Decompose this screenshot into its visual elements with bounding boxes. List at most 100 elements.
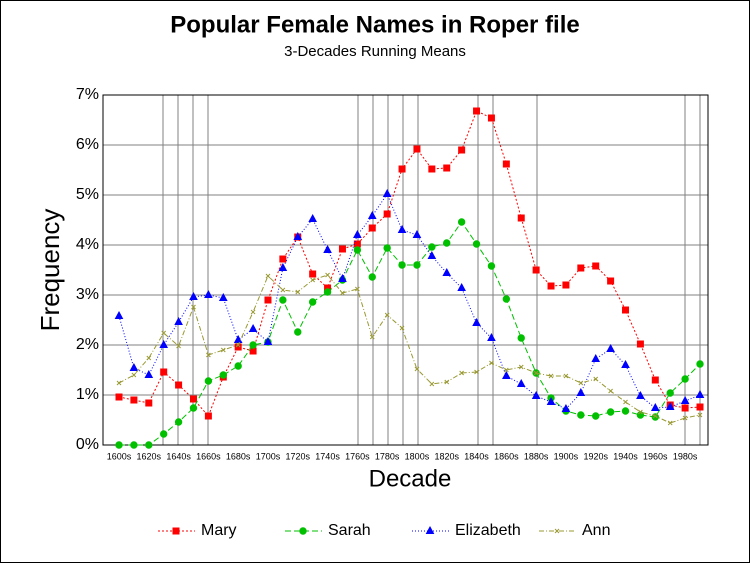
legend-label: Elizabeth (455, 522, 521, 539)
series-line (118, 192, 701, 410)
data-point (518, 364, 524, 370)
x-tick-label: 1600s (107, 451, 132, 461)
data-point (191, 304, 196, 310)
data-point (531, 390, 541, 399)
x-tick-label: 1860s (494, 451, 519, 461)
data-point (206, 352, 211, 358)
y-tick-label: 2% (76, 336, 99, 353)
data-point (680, 395, 690, 404)
data-point (264, 296, 272, 304)
series-line (119, 221, 701, 446)
data-point (398, 261, 406, 269)
data-point (638, 409, 643, 415)
data-point (325, 272, 330, 278)
data-point (233, 334, 243, 343)
data-point (548, 373, 554, 379)
data-point (651, 376, 659, 384)
data-point (608, 388, 613, 394)
data-point (576, 387, 586, 396)
data-point (696, 360, 704, 368)
data-point (487, 262, 496, 270)
data-point (681, 375, 689, 383)
data-point (204, 412, 212, 420)
data-point (442, 267, 452, 276)
data-point (323, 244, 332, 253)
data-point (220, 347, 226, 353)
data-point (591, 353, 601, 362)
legend-label: Ann (582, 522, 610, 539)
data-point (250, 309, 256, 315)
data-point (592, 262, 600, 270)
data-point (114, 310, 124, 319)
x-tick-label: 1720s (286, 451, 311, 461)
data-point (189, 404, 198, 412)
data-point (176, 343, 181, 349)
x-tick-label: 1780s (375, 451, 400, 461)
data-point (489, 360, 494, 366)
data-point (428, 165, 436, 173)
x-tick-label: 1660s (196, 451, 221, 461)
data-point (399, 325, 405, 331)
x-tick-label: 1900s (554, 451, 579, 461)
data-point (204, 377, 213, 385)
data-point (340, 290, 345, 296)
data-point (532, 266, 540, 274)
data-point (130, 396, 138, 404)
data-point (502, 295, 511, 303)
data-point (248, 323, 258, 332)
data-point (174, 316, 183, 325)
data-point (218, 292, 228, 301)
data-point (472, 317, 481, 326)
data-point (412, 229, 422, 238)
data-point (621, 407, 630, 415)
data-point (636, 411, 645, 419)
data-point (279, 296, 287, 304)
data-point (310, 277, 316, 283)
data-point (279, 255, 287, 263)
data-point (353, 229, 362, 238)
data-point (427, 250, 437, 259)
y-tick-label: 3% (76, 286, 99, 303)
y-tick-label: 0% (76, 436, 99, 453)
data-point (623, 399, 628, 405)
data-point (234, 362, 242, 370)
series-line (118, 110, 701, 417)
x-tick-label: 1880s (524, 451, 549, 461)
legend-marker (172, 527, 180, 535)
data-point (130, 441, 138, 449)
data-point (607, 277, 615, 285)
data-point (338, 245, 346, 253)
data-point (546, 396, 556, 405)
data-point (398, 165, 406, 173)
data-point (547, 282, 555, 290)
data-point (695, 389, 705, 398)
data-point (517, 334, 525, 342)
data-point (278, 262, 288, 271)
x-tick-label: 1940s (613, 451, 638, 461)
data-point (384, 312, 390, 318)
data-point (338, 273, 347, 282)
data-point (189, 291, 198, 300)
data-point (562, 281, 570, 289)
data-point (146, 355, 152, 361)
data-point (577, 264, 585, 272)
data-point (131, 372, 137, 378)
data-point (189, 395, 197, 403)
data-point (474, 369, 479, 375)
data-point (682, 415, 688, 421)
data-point (503, 367, 509, 373)
data-point (502, 160, 510, 168)
data-point (115, 441, 123, 449)
x-tick-label: 1680s (226, 451, 251, 461)
x-tick-label: 1820s (434, 451, 459, 461)
y-axis-label: Frequency (35, 209, 65, 332)
data-point (577, 411, 585, 419)
y-tick-label: 6% (76, 136, 99, 153)
data-point (308, 213, 318, 222)
y-tick-label: 5% (76, 186, 99, 203)
data-point (355, 286, 360, 292)
data-point (414, 366, 420, 372)
data-point (592, 412, 600, 420)
data-point (175, 381, 183, 389)
data-point (115, 393, 123, 401)
